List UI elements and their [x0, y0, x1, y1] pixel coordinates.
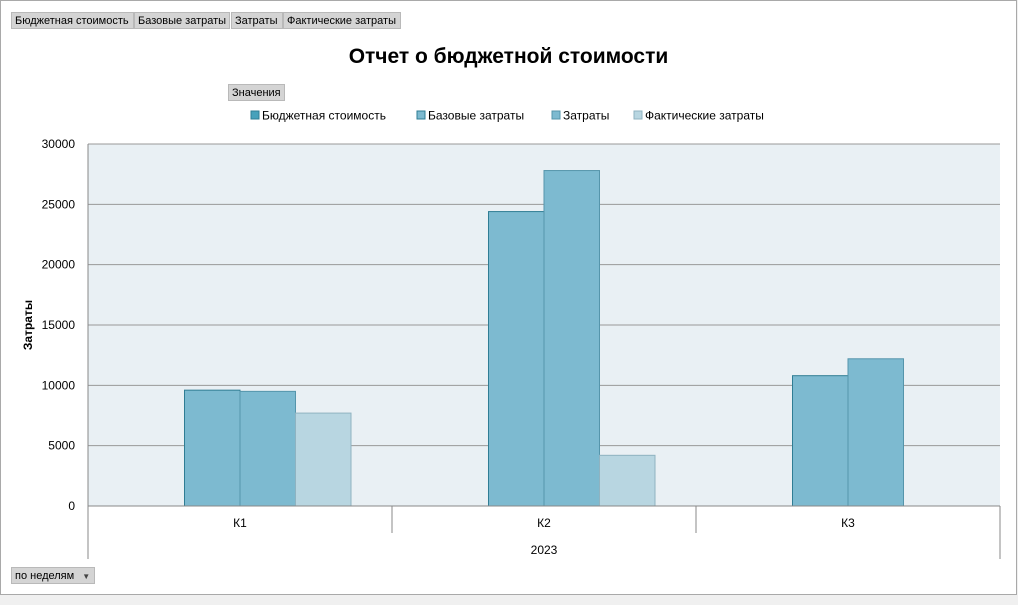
y-tick-label: 30000 — [42, 137, 76, 151]
bar — [295, 412, 352, 507]
y-tick-label: 0 — [68, 499, 75, 513]
legend-label: Затраты — [563, 109, 609, 123]
legend-swatch — [416, 110, 426, 120]
bars — [184, 170, 904, 507]
bar — [239, 390, 296, 507]
legend-swatch — [633, 110, 643, 120]
y-axis-ticks: 0 5000 10000 15000 20000 25000 30000 — [42, 137, 76, 513]
field-button-actual[interactable]: Фактические затраты — [283, 12, 401, 29]
field-button-baseline[interactable]: Базовые затраты — [134, 12, 230, 29]
legend-label: Фактические затраты — [645, 109, 764, 123]
chart-title: Отчет о бюджетной стоимости — [348, 45, 669, 68]
values-button[interactable]: Значения — [228, 84, 285, 101]
bar — [184, 389, 241, 507]
legend-label: Базовые затраты — [428, 109, 524, 123]
legend-swatch — [551, 110, 561, 120]
period-selector-label: по неделям — [15, 570, 75, 582]
bar — [792, 375, 849, 507]
chevron-down-icon: ▼ — [82, 572, 91, 581]
y-tick-label: 20000 — [42, 258, 76, 272]
x-tick-label: К2 — [537, 516, 551, 530]
field-button-budget[interactable]: Бюджетная стоимость — [11, 12, 134, 29]
bar — [599, 454, 656, 507]
y-axis-label: Затраты — [21, 300, 35, 350]
x-tick-label: К1 — [233, 516, 247, 530]
chart-svg: Бюджетная стоимость Базовые затраты Затрат… — [21, 109, 1001, 559]
x-group-label: 2023 — [531, 543, 558, 557]
bar — [543, 170, 600, 507]
field-button-cost[interactable]: Затраты — [231, 12, 283, 29]
period-selector[interactable]: по неделям ▼ — [11, 567, 96, 584]
bar — [847, 358, 904, 507]
legend-label: Бюджетная стоимость — [262, 109, 386, 123]
bar — [488, 211, 545, 507]
y-tick-label: 25000 — [42, 197, 76, 211]
y-tick-label: 15000 — [42, 318, 76, 332]
y-tick-label: 10000 — [42, 378, 76, 392]
legend: Бюджетная стоимость Базовые затраты Затрат… — [250, 109, 764, 123]
y-tick-label: 5000 — [48, 439, 75, 453]
x-axis: К1 К2 К3 2023 — [87, 144, 1001, 559]
legend-swatch — [250, 110, 260, 120]
x-tick-label: К3 — [841, 516, 855, 530]
